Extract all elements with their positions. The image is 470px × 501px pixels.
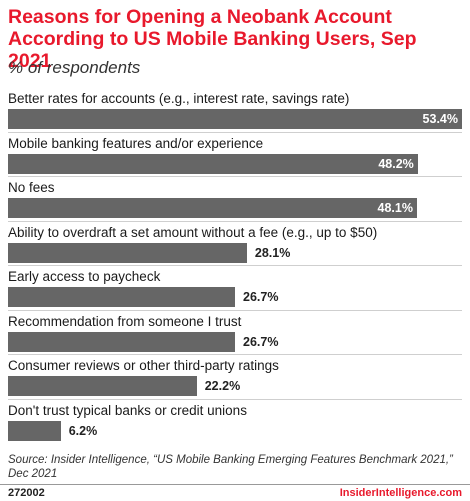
footer-divider: [0, 484, 470, 485]
source-note: Source: Insider Intelligence, “US Mobile…: [8, 454, 453, 480]
category-label: Recommendation from someone I trust: [8, 313, 242, 329]
row-divider: [8, 220, 462, 222]
bar: [8, 331, 235, 352]
value-label: 26.7%: [243, 334, 279, 349]
value-label: 48.1%: [377, 201, 413, 215]
bar: [8, 287, 235, 307]
row-divider: [8, 131, 462, 133]
value-label: 48.2%: [378, 156, 414, 171]
category-label: Ability to overdraft a set amount withou…: [8, 224, 378, 240]
category-label: Better rates for accounts (e.g., interes…: [8, 91, 350, 106]
row-divider: [8, 265, 462, 266]
value-label: 53.4%: [422, 112, 458, 126]
category-label: Don't trust typical banks or credit unio…: [8, 402, 247, 418]
value-label: 28.1%: [254, 245, 291, 260]
value-label: 26.7%: [243, 290, 279, 304]
row-divider: [8, 398, 462, 400]
row-divider: [8, 176, 462, 177]
bar: [8, 420, 61, 441]
category-label: Consumer reviews or other third-party ra…: [8, 358, 279, 373]
chart-id: 272002: [8, 487, 45, 499]
brand-link[interactable]: InsiderIntelligence.com: [339, 487, 462, 499]
chart-subtitle: % of respondents: [8, 58, 141, 77]
bar: [8, 198, 417, 218]
bar: [8, 153, 418, 174]
category-label: Early access to paycheck: [8, 269, 161, 284]
bar: [8, 376, 197, 396]
category-label: Mobile banking features and/or experienc…: [8, 135, 264, 151]
value-label: 22.2%: [204, 379, 241, 393]
category-label: No fees: [8, 180, 55, 195]
bar: [8, 109, 462, 129]
row-divider: [8, 354, 462, 355]
bar: [8, 242, 247, 263]
value-label: 6.2%: [68, 423, 98, 438]
row-divider: [8, 309, 462, 311]
chart-title: Reasons for Opening a Neobank Account Ac…: [8, 6, 417, 72]
